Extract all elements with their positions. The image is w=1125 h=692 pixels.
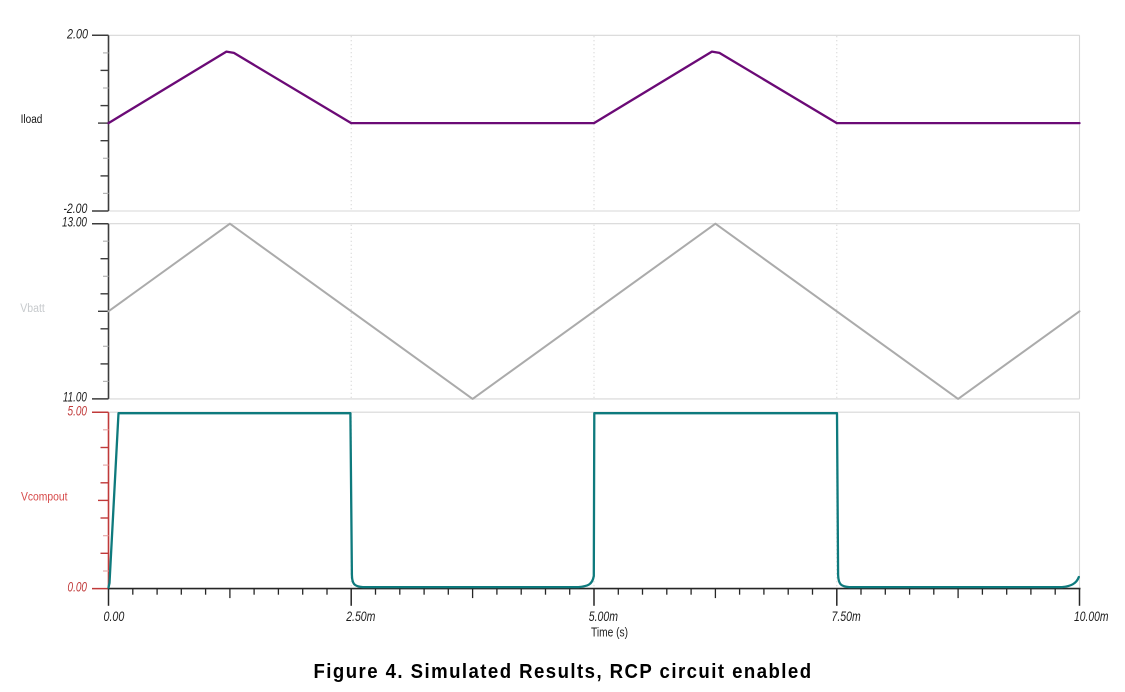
svg-text:5.00: 5.00	[68, 403, 88, 418]
svg-text:0.00: 0.00	[104, 609, 125, 624]
svg-text:Time (s): Time (s)	[591, 626, 628, 640]
svg-text:0.00: 0.00	[68, 579, 88, 594]
svg-text:Vcompout: Vcompout	[21, 491, 68, 503]
svg-text:7.50m: 7.50m	[832, 609, 861, 624]
svg-text:Vbatt: Vbatt	[20, 303, 45, 315]
svg-text:Figure 4. Simulated Results, R: Figure 4. Simulated Results, RCP circuit…	[314, 660, 813, 683]
svg-text:Iload: Iload	[21, 114, 43, 126]
svg-text:10.00m: 10.00m	[1074, 609, 1109, 624]
svg-text:13.00: 13.00	[62, 215, 87, 230]
svg-text:11.00: 11.00	[63, 390, 87, 405]
svg-text:2.50m: 2.50m	[345, 609, 375, 624]
svg-text:5.00m: 5.00m	[589, 609, 618, 624]
svg-text:-2.00: -2.00	[63, 201, 87, 216]
svg-text:2.00: 2.00	[66, 27, 88, 42]
